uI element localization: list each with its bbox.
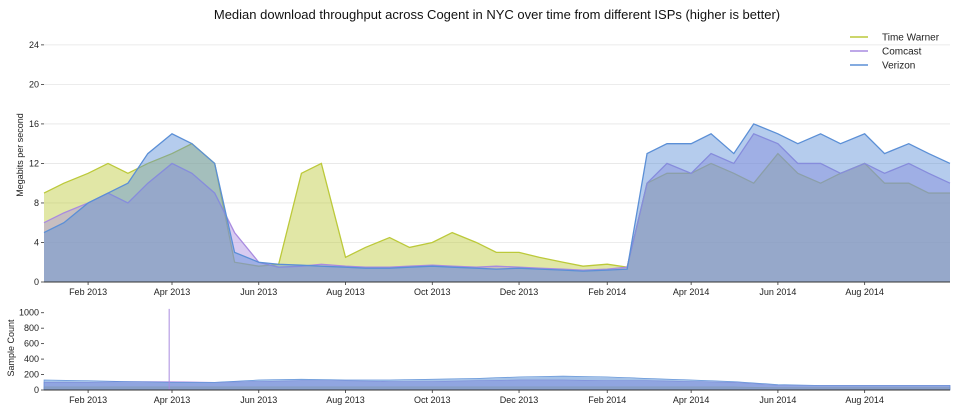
x-tick-label-1-5: Dec 2013	[500, 395, 539, 405]
x-tick-label-1-0: Feb 2013	[69, 395, 107, 405]
legend-label-verizon: Verizon	[882, 61, 915, 72]
legend-label-time-warner: Time Warner	[882, 33, 940, 44]
x-tick-label-0-8: Jun 2014	[759, 287, 796, 297]
y-tick-label-0-4: 16	[29, 119, 39, 129]
y-tick-label-1-1: 200	[24, 370, 39, 380]
x-tick-label-0-1: Apr 2013	[154, 287, 191, 297]
x-tick-label-1-4: Oct 2013	[414, 395, 451, 405]
y-tick-label-1-4: 800	[24, 323, 39, 333]
y-axis-label-sample-count: Sample Count	[6, 319, 16, 377]
y-tick-label-1-3: 600	[24, 339, 39, 349]
x-tick-label-1-3: Aug 2013	[326, 395, 365, 405]
y-tick-label-1-0: 0	[34, 385, 39, 395]
x-tick-label-0-3: Aug 2013	[326, 287, 365, 297]
x-tick-label-1-1: Apr 2013	[154, 395, 191, 405]
area-verizon	[44, 123, 950, 282]
chart-title: Median download throughput across Cogent…	[214, 7, 780, 22]
y-axis-label-throughput: Megabits per second	[15, 113, 25, 197]
area-time-warner	[44, 143, 950, 282]
x-tick-label-0-0: Feb 2013	[69, 287, 107, 297]
legend-label-comcast: Comcast	[882, 47, 922, 58]
y-tick-label-0-0: 0	[34, 277, 39, 287]
x-tick-label-1-7: Apr 2014	[673, 395, 710, 405]
x-tick-label-0-9: Aug 2014	[845, 287, 884, 297]
x-tick-label-0-5: Dec 2013	[500, 287, 539, 297]
y-tick-label-0-1: 4	[34, 237, 39, 247]
x-tick-label-0-6: Feb 2014	[588, 287, 626, 297]
x-tick-label-1-8: Jun 2014	[759, 395, 796, 405]
x-tick-label-1-6: Feb 2014	[588, 395, 626, 405]
y-tick-label-0-2: 8	[34, 198, 39, 208]
x-tick-label-1-9: Aug 2014	[845, 395, 884, 405]
legend: Time Warner Comcast Verizon	[850, 33, 940, 72]
x-tick-label-1-2: Jun 2013	[240, 395, 277, 405]
y-tick-label-1-2: 400	[24, 354, 39, 364]
y-tick-label-0-6: 24	[29, 40, 39, 50]
bars-verizon	[43, 375, 951, 391]
x-tick-label-0-4: Oct 2013	[414, 287, 451, 297]
line-comcast	[43, 132, 951, 271]
y-tick-label-1-5: 1000	[19, 308, 39, 318]
x-tick-label-0-7: Apr 2014	[673, 287, 710, 297]
y-tick-label-0-3: 12	[29, 158, 39, 168]
x-tick-label-0-2: Jun 2013	[240, 287, 277, 297]
area-comcast	[44, 133, 950, 282]
y-tick-label-0-5: 20	[29, 79, 39, 89]
line-verizon	[43, 123, 951, 272]
